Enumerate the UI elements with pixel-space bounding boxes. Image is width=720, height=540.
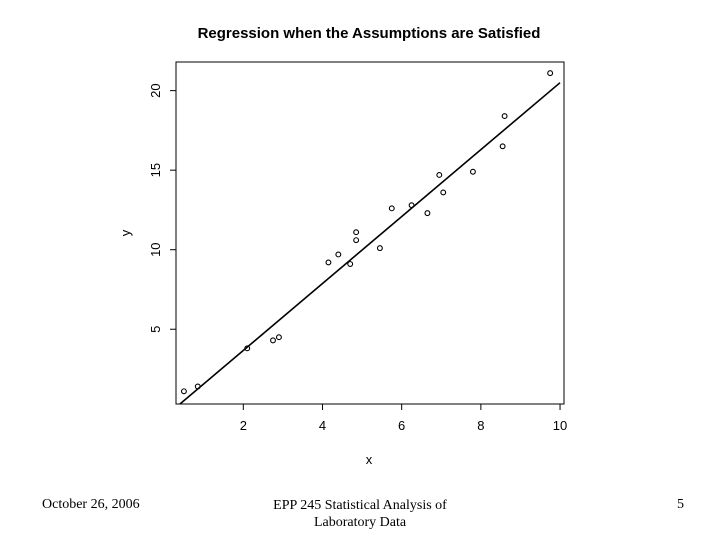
data-point [499,143,506,150]
data-points [180,70,554,395]
data-point [388,205,395,212]
data-point [180,388,187,395]
x-tick-label: 2 [240,418,247,433]
data-point [436,171,443,178]
x-tick-label: 10 [553,418,567,433]
plot-frame [175,61,565,405]
data-point [408,202,415,209]
data-point [353,237,360,244]
x-tick-label: 6 [398,418,405,433]
chart-title: Regression when the Assumptions are Sati… [198,25,541,42]
data-point [376,245,383,252]
footer-course-line-1: EPP 245 Statistical Analysis of [273,498,447,513]
data-point [244,345,251,352]
data-point [469,168,476,175]
data-point [275,334,282,341]
y-axis: 5 10 15 20 [148,83,176,333]
data-point [270,337,276,344]
data-point [335,251,342,258]
data-point [440,189,447,196]
y-tick-label: 10 [148,242,163,256]
data-point [353,229,360,236]
data-point [547,70,554,77]
data-point [194,383,201,390]
regression-line [179,82,561,405]
x-tick-label: 8 [477,418,484,433]
y-tick-label: 15 [148,163,163,177]
x-axis-label: x [366,452,373,467]
scatter-chart: Regression when the Assumptions are Sati… [118,25,567,467]
data-point [325,259,332,266]
footer-page-number: 5 [677,497,684,512]
data-point [501,113,508,120]
footer-course-title: EPP 245 Statistical Analysis of Laborato… [255,497,465,531]
y-axis-label: y [118,229,133,236]
footer-date: October 26, 2006 [42,497,140,512]
y-tick-label: 20 [148,83,163,97]
y-tick-label: 5 [148,326,163,333]
data-point [347,261,354,267]
x-tick-label: 4 [319,418,326,433]
x-axis: 2 4 6 8 10 [240,404,567,433]
footer-course-line-2: Laboratory Data [313,515,407,530]
data-point [424,210,431,217]
